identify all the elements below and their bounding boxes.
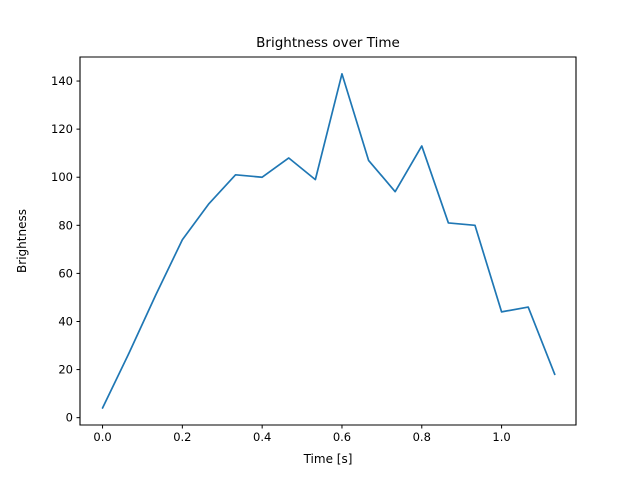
y-tick-label: 120 bbox=[51, 122, 73, 136]
y-tick-label: 80 bbox=[58, 218, 73, 232]
x-tick-label: 0.8 bbox=[413, 430, 431, 444]
x-tick-label: 1.0 bbox=[492, 430, 510, 444]
x-axis-tick-labels: 0.0 0.2 0.4 0.6 0.8 1.0 bbox=[93, 430, 510, 444]
x-tick-label: 0.2 bbox=[173, 430, 191, 444]
y-tick-label: 100 bbox=[51, 170, 73, 184]
chart-title: Brightness over Time bbox=[256, 35, 400, 51]
y-tick-label: 40 bbox=[58, 314, 73, 328]
x-tick-label: 0.4 bbox=[253, 430, 271, 444]
x-axis-label: Time [s] bbox=[303, 452, 353, 466]
x-axis-tick-marks bbox=[102, 425, 503, 429]
y-tick-label: 0 bbox=[66, 411, 73, 425]
y-tick-label: 20 bbox=[58, 363, 73, 377]
axes-spines bbox=[79, 56, 577, 426]
data-series-line bbox=[101, 72, 556, 409]
x-tick-label: 0.0 bbox=[93, 430, 111, 444]
y-axis-tick-labels: 0 20 40 60 80 100 120 140 bbox=[51, 74, 73, 425]
y-axis-tick-marks bbox=[76, 80, 80, 419]
plot-area-background bbox=[80, 57, 576, 425]
x-tick-label: 0.6 bbox=[333, 430, 351, 444]
y-tick-label: 140 bbox=[51, 74, 73, 88]
y-tick-label: 60 bbox=[58, 266, 73, 280]
y-axis-label: Brightness bbox=[15, 209, 29, 273]
